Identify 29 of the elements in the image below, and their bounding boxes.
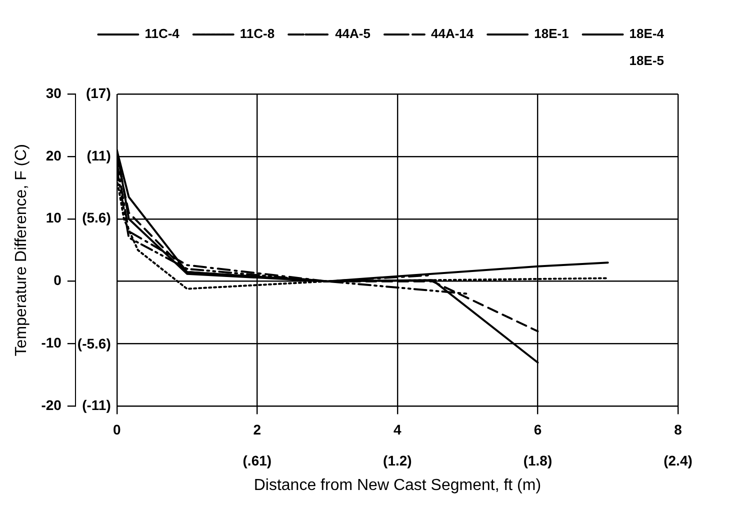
y-tick-label: -20 [41,397,62,414]
x-tick-label: 8 [674,421,682,438]
y-tick-label: 0 [54,272,62,288]
y2-tick-label: (-11) [82,397,111,414]
x2-tick-label: (1.8) [523,452,552,468]
y-axis-title: Temperature Difference, F (C) [13,144,30,356]
y2-tick-label: (17) [86,84,111,101]
legend-label: 44A-5 [335,26,370,42]
y2-tick-label: (-5.6) [77,335,111,352]
text: 18E-5 [629,53,664,68]
x2-tick-label: (2.4) [664,452,692,468]
legend-label: 44A-14 [430,26,474,42]
legend-label: 18E-1 [534,26,569,42]
y2-tick-label: (5.6) [82,210,111,226]
y-tick-label: 30 [46,84,62,101]
y2-tick-label: (11) [86,148,111,164]
x-axis-title: Distance from New Cast Segment, ft (m) [254,476,542,494]
legend-label: 18E-4 [629,26,665,42]
x-tick-label: 2 [253,421,262,438]
x-tick-label: 4 [394,421,402,438]
x-tick-label: 0 [112,421,121,438]
legend-label: 11C-8 [240,26,275,42]
y-tick-label: 20 [46,147,62,164]
legend-label: 11C-4 [144,26,180,42]
y-tick-label: 10 [46,210,62,226]
x2-tick-label: (.61) [242,452,272,468]
x-tick-label: 6 [534,421,542,438]
y-tick-label: -10 [41,334,62,351]
x2-tick-label: (1.2) [383,452,412,468]
